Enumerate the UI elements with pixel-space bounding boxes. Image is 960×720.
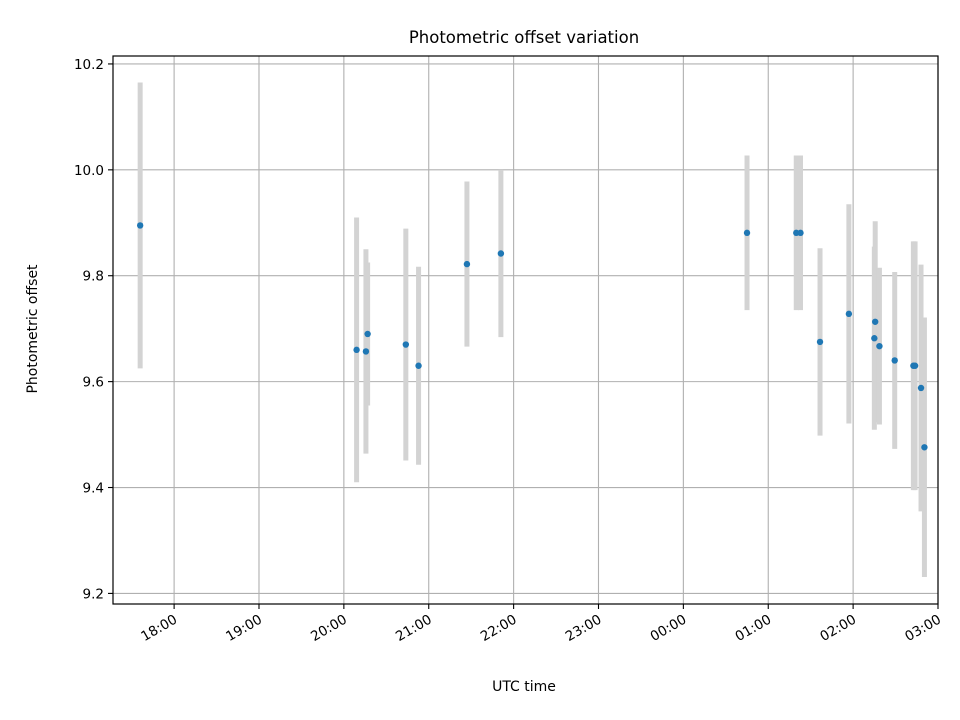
data-point bbox=[876, 342, 883, 350]
data-point bbox=[845, 310, 853, 318]
y-tick-label: 10.0 bbox=[74, 163, 104, 179]
data-point bbox=[743, 229, 751, 237]
data-point bbox=[816, 338, 824, 346]
data-point bbox=[891, 357, 898, 364]
data-point bbox=[871, 318, 879, 325]
data-point bbox=[353, 346, 360, 354]
y-axis-ticks: 9.2 9.4 9.6 9.8 10.0 10.2 bbox=[74, 57, 113, 602]
y-tick-label: 9.2 bbox=[83, 586, 104, 602]
data-point bbox=[415, 362, 422, 369]
data-point bbox=[136, 222, 144, 229]
data-point bbox=[362, 348, 370, 355]
x-axis-label: UTC time bbox=[492, 679, 556, 695]
y-tick-label: 9.4 bbox=[83, 481, 104, 497]
chart-title: Photometric offset variation bbox=[409, 28, 639, 47]
y-tick-label: 10.2 bbox=[74, 57, 104, 73]
plot-frame bbox=[112, 55, 939, 605]
data-point bbox=[402, 341, 410, 348]
data-point bbox=[463, 260, 471, 268]
data-points bbox=[136, 222, 928, 451]
data-point bbox=[364, 330, 371, 338]
data-point bbox=[871, 335, 878, 342]
y-tick-label: 9.6 bbox=[83, 375, 104, 391]
data-point bbox=[797, 229, 804, 237]
data-point bbox=[497, 250, 505, 257]
y-axis-label: Photometric offset bbox=[25, 264, 41, 394]
y-tick-label: 9.8 bbox=[83, 269, 104, 285]
data-point bbox=[911, 362, 919, 369]
data-point bbox=[917, 384, 925, 392]
data-point bbox=[921, 444, 928, 451]
